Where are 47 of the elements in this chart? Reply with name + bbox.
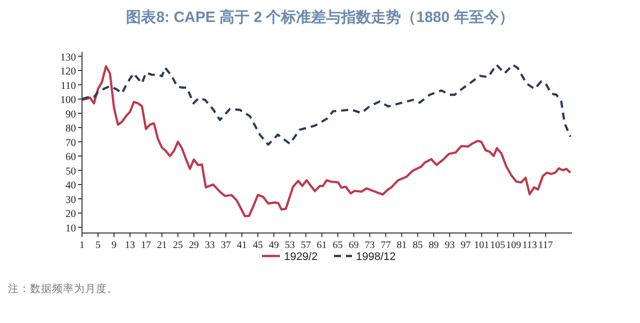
- x-tick-label: 37: [220, 240, 231, 251]
- x-tick-label: 41: [236, 240, 247, 251]
- y-tick-label: 30: [66, 194, 76, 206]
- x-tick-label: 77: [380, 240, 391, 251]
- x-tick-label: 5: [95, 240, 100, 251]
- legend-label: 1998/12: [356, 251, 396, 263]
- text: 注：数据频率为月度。: [8, 282, 118, 295]
- y-tick-label: 130: [60, 52, 76, 64]
- x-tick-label: 81: [396, 240, 407, 251]
- x-tick-label: 25: [172, 240, 183, 251]
- x-tick-label: 45: [252, 240, 263, 251]
- legend-label: 1929/2: [284, 251, 318, 263]
- x-tick-label: 9: [111, 240, 116, 251]
- x-tick-label: 93: [444, 240, 455, 251]
- x-tick-label: 97: [460, 240, 471, 251]
- x-tick-label: 13: [124, 240, 135, 251]
- y-tick-label: 10: [66, 223, 76, 234]
- y-tick-label: 90: [66, 109, 76, 120]
- x-tick-label: 21: [156, 240, 167, 251]
- y-tick-label: 80: [66, 124, 76, 135]
- chart-title: 图表8: CAPE 高于 2 个标准差与指数走势（1880 年至今）: [126, 8, 514, 26]
- x-tick-label: 65: [332, 240, 343, 251]
- y-tick-label: 110: [60, 80, 76, 92]
- x-tick-label: 53: [284, 240, 295, 251]
- x-tick-label: 61: [316, 240, 327, 251]
- x-tick-label: 33: [204, 240, 215, 251]
- x-tick-label: 105: [490, 240, 506, 251]
- x-tick-label: 113: [522, 240, 537, 251]
- x-tick-label: 85: [412, 240, 423, 251]
- x-tick-label: 89: [428, 240, 439, 251]
- x-tick-label: 73: [364, 240, 375, 251]
- x-tick-label: 57: [300, 240, 311, 251]
- x-tick-label: 109: [506, 240, 522, 251]
- x-tick-label: 49: [268, 240, 279, 251]
- y-tick-label: 70: [66, 138, 76, 149]
- y-tick-label: 20: [66, 209, 76, 220]
- x-tick-label: 17: [140, 240, 151, 251]
- x-tick-label: 117: [538, 240, 553, 251]
- x-tick-label: 1: [80, 240, 84, 251]
- x-tick-label: 29: [188, 240, 199, 251]
- y-tick-label: 50: [66, 166, 76, 178]
- y-tick-label: 120: [60, 66, 76, 78]
- y-tick-label: 100: [60, 95, 76, 106]
- x-tick-label: 69: [348, 240, 359, 251]
- x-tick-label: 101: [474, 240, 490, 251]
- y-tick-label: 60: [66, 152, 76, 164]
- y-tick-label: 40: [66, 180, 76, 192]
